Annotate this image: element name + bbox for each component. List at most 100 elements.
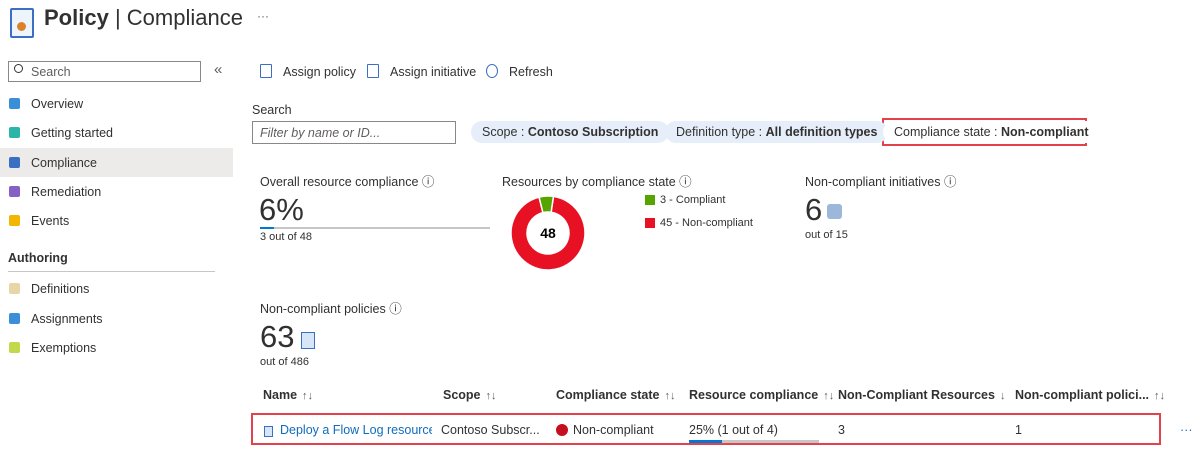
pill-value: Contoso Subscription: [527, 125, 659, 139]
card-title-text: Non-compliant policies: [260, 302, 386, 316]
overall-sub: 3 out of 48: [260, 231, 312, 243]
sort-icon: ↓: [999, 390, 1006, 402]
card-title: Non-compliant initiatives ⓘ: [805, 175, 957, 189]
column-label: Non-Compliant Resources: [838, 388, 995, 402]
legend-label: 45 - Non-compliant: [660, 217, 753, 229]
more-button[interactable]: ···: [257, 9, 269, 23]
filter-pill[interactable]: Definition type : All definition types: [665, 121, 889, 143]
initiative-icon: [827, 204, 842, 219]
title-bold: Policy: [44, 5, 109, 30]
column-header[interactable]: Non-compliant polici... ↑↓: [1015, 388, 1165, 402]
progress-track: [689, 440, 819, 443]
column-header[interactable]: Scope ↑↓: [443, 388, 497, 402]
card-title: Non-compliant policies ⓘ: [260, 302, 402, 316]
progress-fill: [689, 440, 722, 443]
pill-key: Compliance state :: [894, 125, 1001, 139]
donut-total: 48: [540, 225, 556, 241]
collapse-button[interactable]: «: [214, 61, 223, 78]
filter-pill[interactable]: Scope : Contoso Subscription: [471, 121, 670, 143]
initiatives-sub: out of 15: [805, 229, 848, 241]
nav-icon: [9, 98, 20, 109]
status-icon: [556, 424, 568, 436]
toolbar-button[interactable]: Assign policy: [283, 65, 356, 79]
column-header[interactable]: Resource compliance ↑↓: [689, 388, 834, 402]
nav-icon: [9, 215, 20, 227]
nav-icon: [9, 185, 20, 197]
selected-bg: [0, 148, 233, 177]
policy-link[interactable]: Deploy a Flow Log resource v: [280, 423, 432, 437]
filter-pill[interactable]: Compliance state : Non-compliant: [883, 121, 1100, 143]
cell: 1: [1015, 423, 1022, 437]
policies-sub: out of 486: [260, 356, 309, 368]
nav-item[interactable]: Definitions: [31, 282, 90, 296]
donut-chart: 48: [510, 195, 586, 271]
policies-value: 63: [260, 319, 295, 354]
sort-icon: ↑↓: [823, 390, 835, 402]
row-icon: [264, 426, 273, 437]
pill-value: Non-compliant: [1001, 125, 1089, 139]
column-header[interactable]: Name ↑↓: [263, 388, 313, 402]
toolbar-button[interactable]: Assign initiative: [390, 65, 477, 79]
nav-icon: [9, 156, 20, 168]
toolbar-icon: [260, 64, 272, 78]
sort-icon: ↑↓: [1154, 390, 1166, 402]
search-icon: [14, 64, 23, 73]
column-label: Scope: [443, 388, 481, 402]
filter-placeholder: Filter by name or ID...: [260, 126, 381, 140]
column-label: Name: [263, 388, 298, 402]
nav-icon: [9, 312, 20, 324]
nav-item[interactable]: Getting started: [31, 126, 113, 141]
search-label: Search: [252, 103, 292, 117]
column-label: Resource compliance: [689, 388, 819, 402]
row-more[interactable]: ···: [1180, 423, 1193, 437]
toolbar-button[interactable]: Refresh: [509, 65, 553, 79]
progress-track: [260, 227, 490, 229]
nav-icon: [9, 283, 20, 294]
nav-item[interactable]: Exemptions: [31, 341, 97, 355]
nav-item[interactable]: Assignments: [31, 311, 103, 326]
policy-icon: [301, 332, 315, 349]
pill-key: Definition type :: [676, 125, 766, 139]
card-title: Overall resource compliance ⓘ: [260, 175, 435, 189]
sort-icon: ↑↓: [485, 390, 497, 402]
section-label: Authoring: [8, 251, 68, 265]
nav-item[interactable]: Remediation: [31, 184, 102, 199]
column-label: Compliance state: [556, 388, 660, 402]
card-title-text: Non-compliant initiatives: [805, 175, 941, 189]
title: Policy | Compliance: [44, 5, 243, 31]
sort-icon: ↑↓: [302, 390, 314, 402]
initiatives-value: 6: [805, 192, 823, 227]
pill-key: Scope :: [482, 125, 528, 139]
sidebar-search[interactable]: Search: [8, 61, 201, 82]
donut-segment[interactable]: [538, 195, 555, 214]
filter-input[interactable]: Filter by name or ID...: [252, 121, 456, 144]
card-title-text: Overall resource compliance: [260, 175, 419, 189]
column-header[interactable]: Non-Compliant Resources ↓: [838, 388, 1005, 402]
title-rest: | Compliance: [114, 5, 243, 30]
toolbar-icon: [486, 64, 498, 78]
app-icon: [10, 8, 34, 38]
nav-item[interactable]: Events: [31, 214, 70, 229]
cell: Non-compliant: [573, 423, 654, 437]
section-divider: [8, 271, 215, 272]
progress-fill: [260, 227, 274, 229]
cell: 3: [838, 423, 845, 437]
legend-label: 3 - Compliant: [660, 194, 726, 206]
nav-item[interactable]: Overview: [31, 97, 84, 111]
row-highlight: [251, 413, 1161, 445]
legend-swatch: [645, 195, 655, 205]
donut-segment[interactable]: [510, 195, 586, 271]
nav-item[interactable]: Compliance: [31, 155, 98, 170]
card-title-text: Resources by compliance state: [502, 175, 676, 189]
nav-icon: [9, 127, 20, 139]
nav-icon: [9, 342, 20, 353]
column-header[interactable]: Compliance state ↑↓: [556, 388, 676, 402]
app-icon-badge: [17, 22, 26, 31]
search-placeholder: Search: [31, 65, 71, 79]
cell: 25% (1 out of 4): [689, 423, 778, 437]
overall-value: 6%: [259, 192, 304, 227]
sort-icon: ↑↓: [664, 390, 676, 402]
cell: Contoso Subscr...: [441, 423, 540, 437]
legend-swatch: [645, 218, 655, 228]
